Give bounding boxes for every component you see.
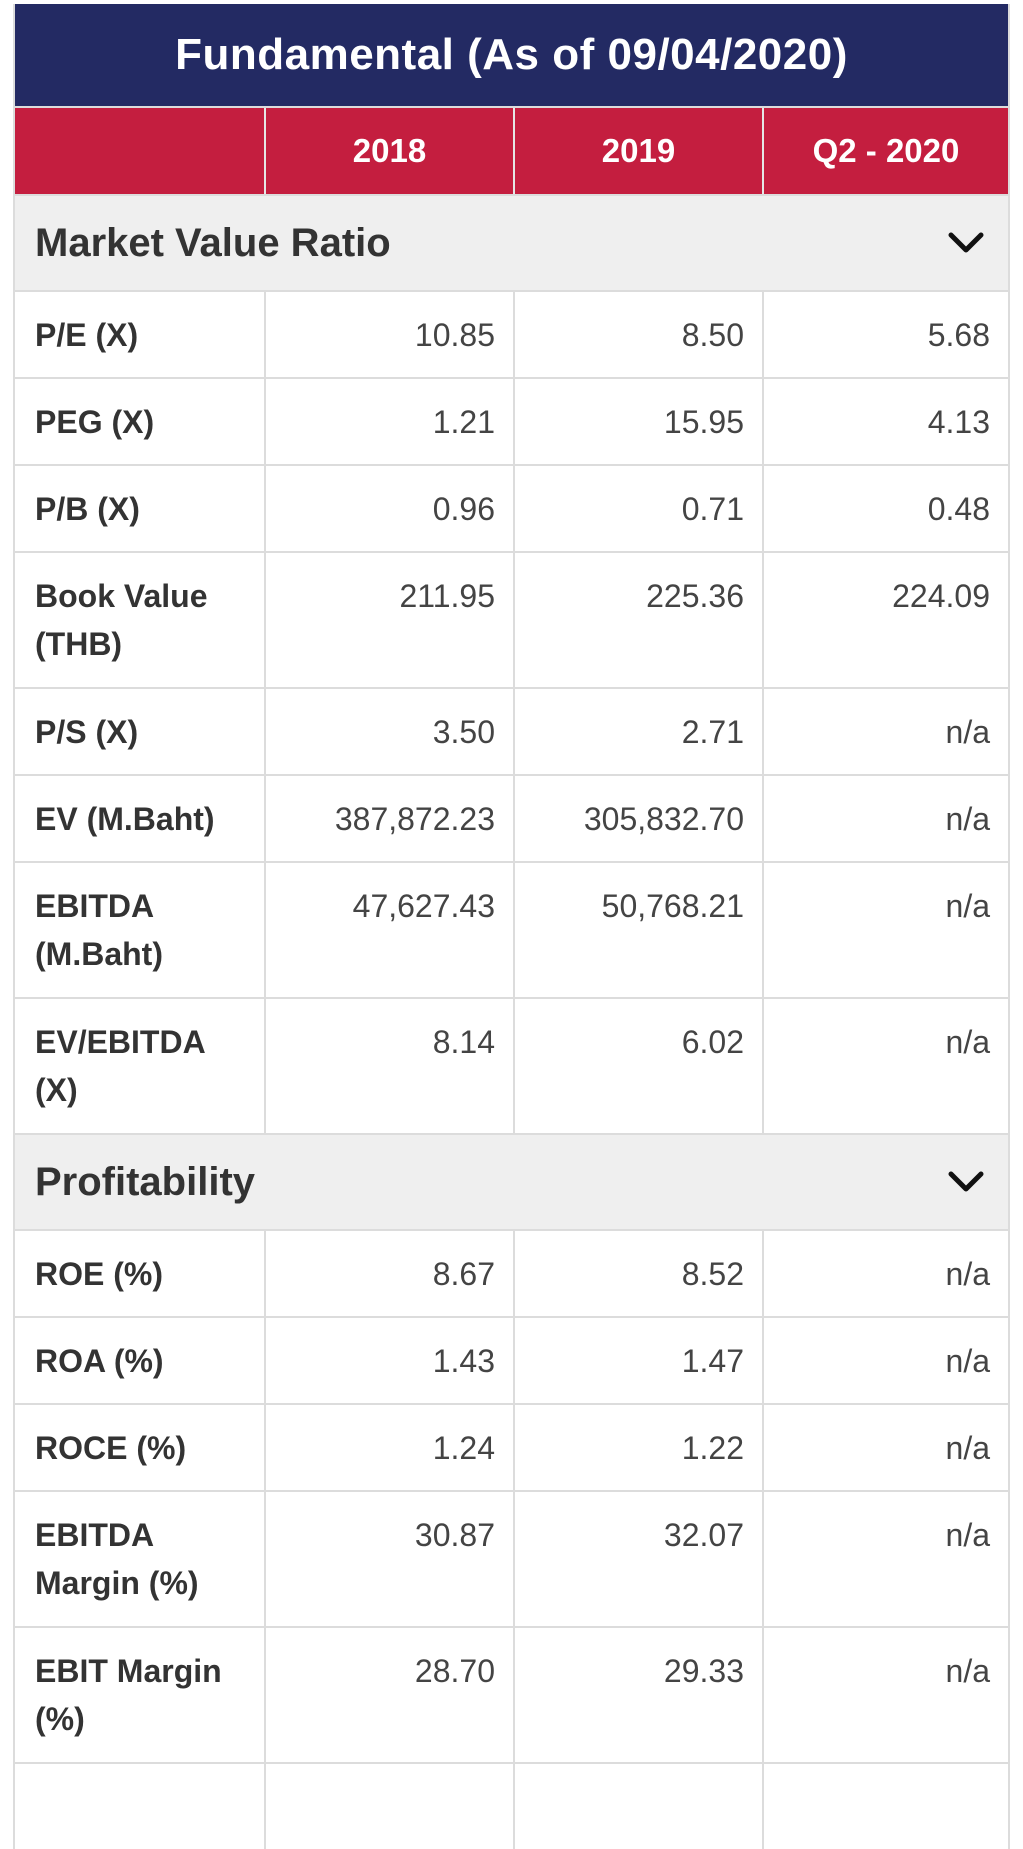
value-q2-2020: n/a	[762, 1405, 1008, 1490]
value-q2-2020: n/a	[762, 1318, 1008, 1403]
row-label: P/S (X)	[35, 714, 139, 750]
value-2019: 29.33	[513, 1628, 762, 1762]
value-2018: 10.85	[264, 292, 513, 377]
value-q2-2020: 224.09	[762, 553, 1008, 687]
column-header-label	[15, 108, 264, 194]
value-q2-2020: 0.48	[762, 466, 1008, 551]
row-label: EV/EBITDA (X)	[35, 1024, 205, 1108]
table-row-peg: PEG (X) 1.21 15.95 4.13	[15, 377, 1008, 464]
value-2019: 8.50	[513, 292, 762, 377]
value-q2-2020: n/a	[762, 1231, 1008, 1316]
value-2019: 305,832.70	[513, 776, 762, 861]
chevron-down-icon[interactable]	[948, 231, 984, 255]
value-2019: 0.71	[513, 466, 762, 551]
row-label: PEG (X)	[35, 404, 155, 440]
value-2018: 8.67	[264, 1231, 513, 1316]
value-q2-2020: n/a	[762, 776, 1008, 861]
column-header-row: 2018 2019 Q2 - 2020	[15, 106, 1008, 194]
row-label: Book Value (THB)	[35, 578, 208, 662]
row-label: ROCE (%)	[35, 1430, 187, 1466]
table-row-partial	[15, 1762, 1008, 1849]
value-2018: 8.14	[264, 999, 513, 1133]
value-2018: 1.24	[264, 1405, 513, 1490]
value-2018: 211.95	[264, 553, 513, 687]
value-q2-2020: 4.13	[762, 379, 1008, 464]
value-q2-2020: n/a	[762, 689, 1008, 774]
row-label: P/E (X)	[35, 317, 139, 353]
section-header-profitability[interactable]: Profitability	[15, 1133, 1008, 1229]
value-2019: 15.95	[513, 379, 762, 464]
value-2018: 30.87	[264, 1492, 513, 1626]
row-label: ROA (%)	[35, 1343, 164, 1379]
row-label: ROE (%)	[35, 1256, 163, 1292]
table-row-ev: EV (M.Baht) 387,872.23 305,832.70 n/a	[15, 774, 1008, 861]
value-2019: 6.02	[513, 999, 762, 1133]
value-2019: 8.52	[513, 1231, 762, 1316]
value-2019: 225.36	[513, 553, 762, 687]
value-2018: 47,627.43	[264, 863, 513, 997]
table-row-ebit-margin: EBIT Margin (%) 28.70 29.33 n/a	[15, 1626, 1008, 1762]
value-2019: 1.47	[513, 1318, 762, 1403]
value-q2-2020: n/a	[762, 999, 1008, 1133]
value-2019: 32.07	[513, 1492, 762, 1626]
table-row-ev-ebitda: EV/EBITDA (X) 8.14 6.02 n/a	[15, 997, 1008, 1133]
table-row-roce: ROCE (%) 1.24 1.22 n/a	[15, 1403, 1008, 1490]
row-label: P/B (X)	[35, 491, 140, 527]
value-2018: 1.43	[264, 1318, 513, 1403]
chevron-down-icon[interactable]	[948, 1170, 984, 1194]
value-2019: 50,768.21	[513, 863, 762, 997]
table-row-book-value: Book Value (THB) 211.95 225.36 224.09	[15, 551, 1008, 687]
table-row-ps: P/S (X) 3.50 2.71 n/a	[15, 687, 1008, 774]
column-header-q2-2020: Q2 - 2020	[762, 108, 1008, 194]
column-header-2019: 2019	[513, 108, 762, 194]
value-q2-2020: n/a	[762, 1492, 1008, 1626]
value-2018: 1.21	[264, 379, 513, 464]
value-q2-2020: 5.68	[762, 292, 1008, 377]
section-title: Profitability	[35, 1159, 256, 1204]
table-row-ebitda: EBITDA (M.Baht) 47,627.43 50,768.21 n/a	[15, 861, 1008, 997]
row-label: EBITDA Margin (%)	[35, 1517, 199, 1601]
section-title: Market Value Ratio	[35, 220, 391, 265]
table-row-roe: ROE (%) 8.67 8.52 n/a	[15, 1229, 1008, 1316]
value-2018: 387,872.23	[264, 776, 513, 861]
value-2019: 1.22	[513, 1405, 762, 1490]
fundamental-table: Fundamental (As of 09/04/2020) 2018 2019…	[13, 4, 1010, 1849]
table-row-pb: P/B (X) 0.96 0.71 0.48	[15, 464, 1008, 551]
section-header-market-value-ratio[interactable]: Market Value Ratio	[15, 194, 1008, 290]
value-2018: 28.70	[264, 1628, 513, 1762]
value-2018: 0.96	[264, 466, 513, 551]
row-label: EBITDA (M.Baht)	[35, 888, 163, 972]
table-row-pe: P/E (X) 10.85 8.50 5.68	[15, 290, 1008, 377]
value-2018: 3.50	[264, 689, 513, 774]
row-label: EBIT Margin (%)	[35, 1653, 222, 1737]
table-row-roa: ROA (%) 1.43 1.47 n/a	[15, 1316, 1008, 1403]
value-q2-2020: n/a	[762, 863, 1008, 997]
table-title: Fundamental (As of 09/04/2020)	[15, 4, 1008, 106]
row-label: EV (M.Baht)	[35, 801, 215, 837]
value-q2-2020: n/a	[762, 1628, 1008, 1762]
column-header-2018: 2018	[264, 108, 513, 194]
table-row-ebitda-margin: EBITDA Margin (%) 30.87 32.07 n/a	[15, 1490, 1008, 1626]
value-2019: 2.71	[513, 689, 762, 774]
